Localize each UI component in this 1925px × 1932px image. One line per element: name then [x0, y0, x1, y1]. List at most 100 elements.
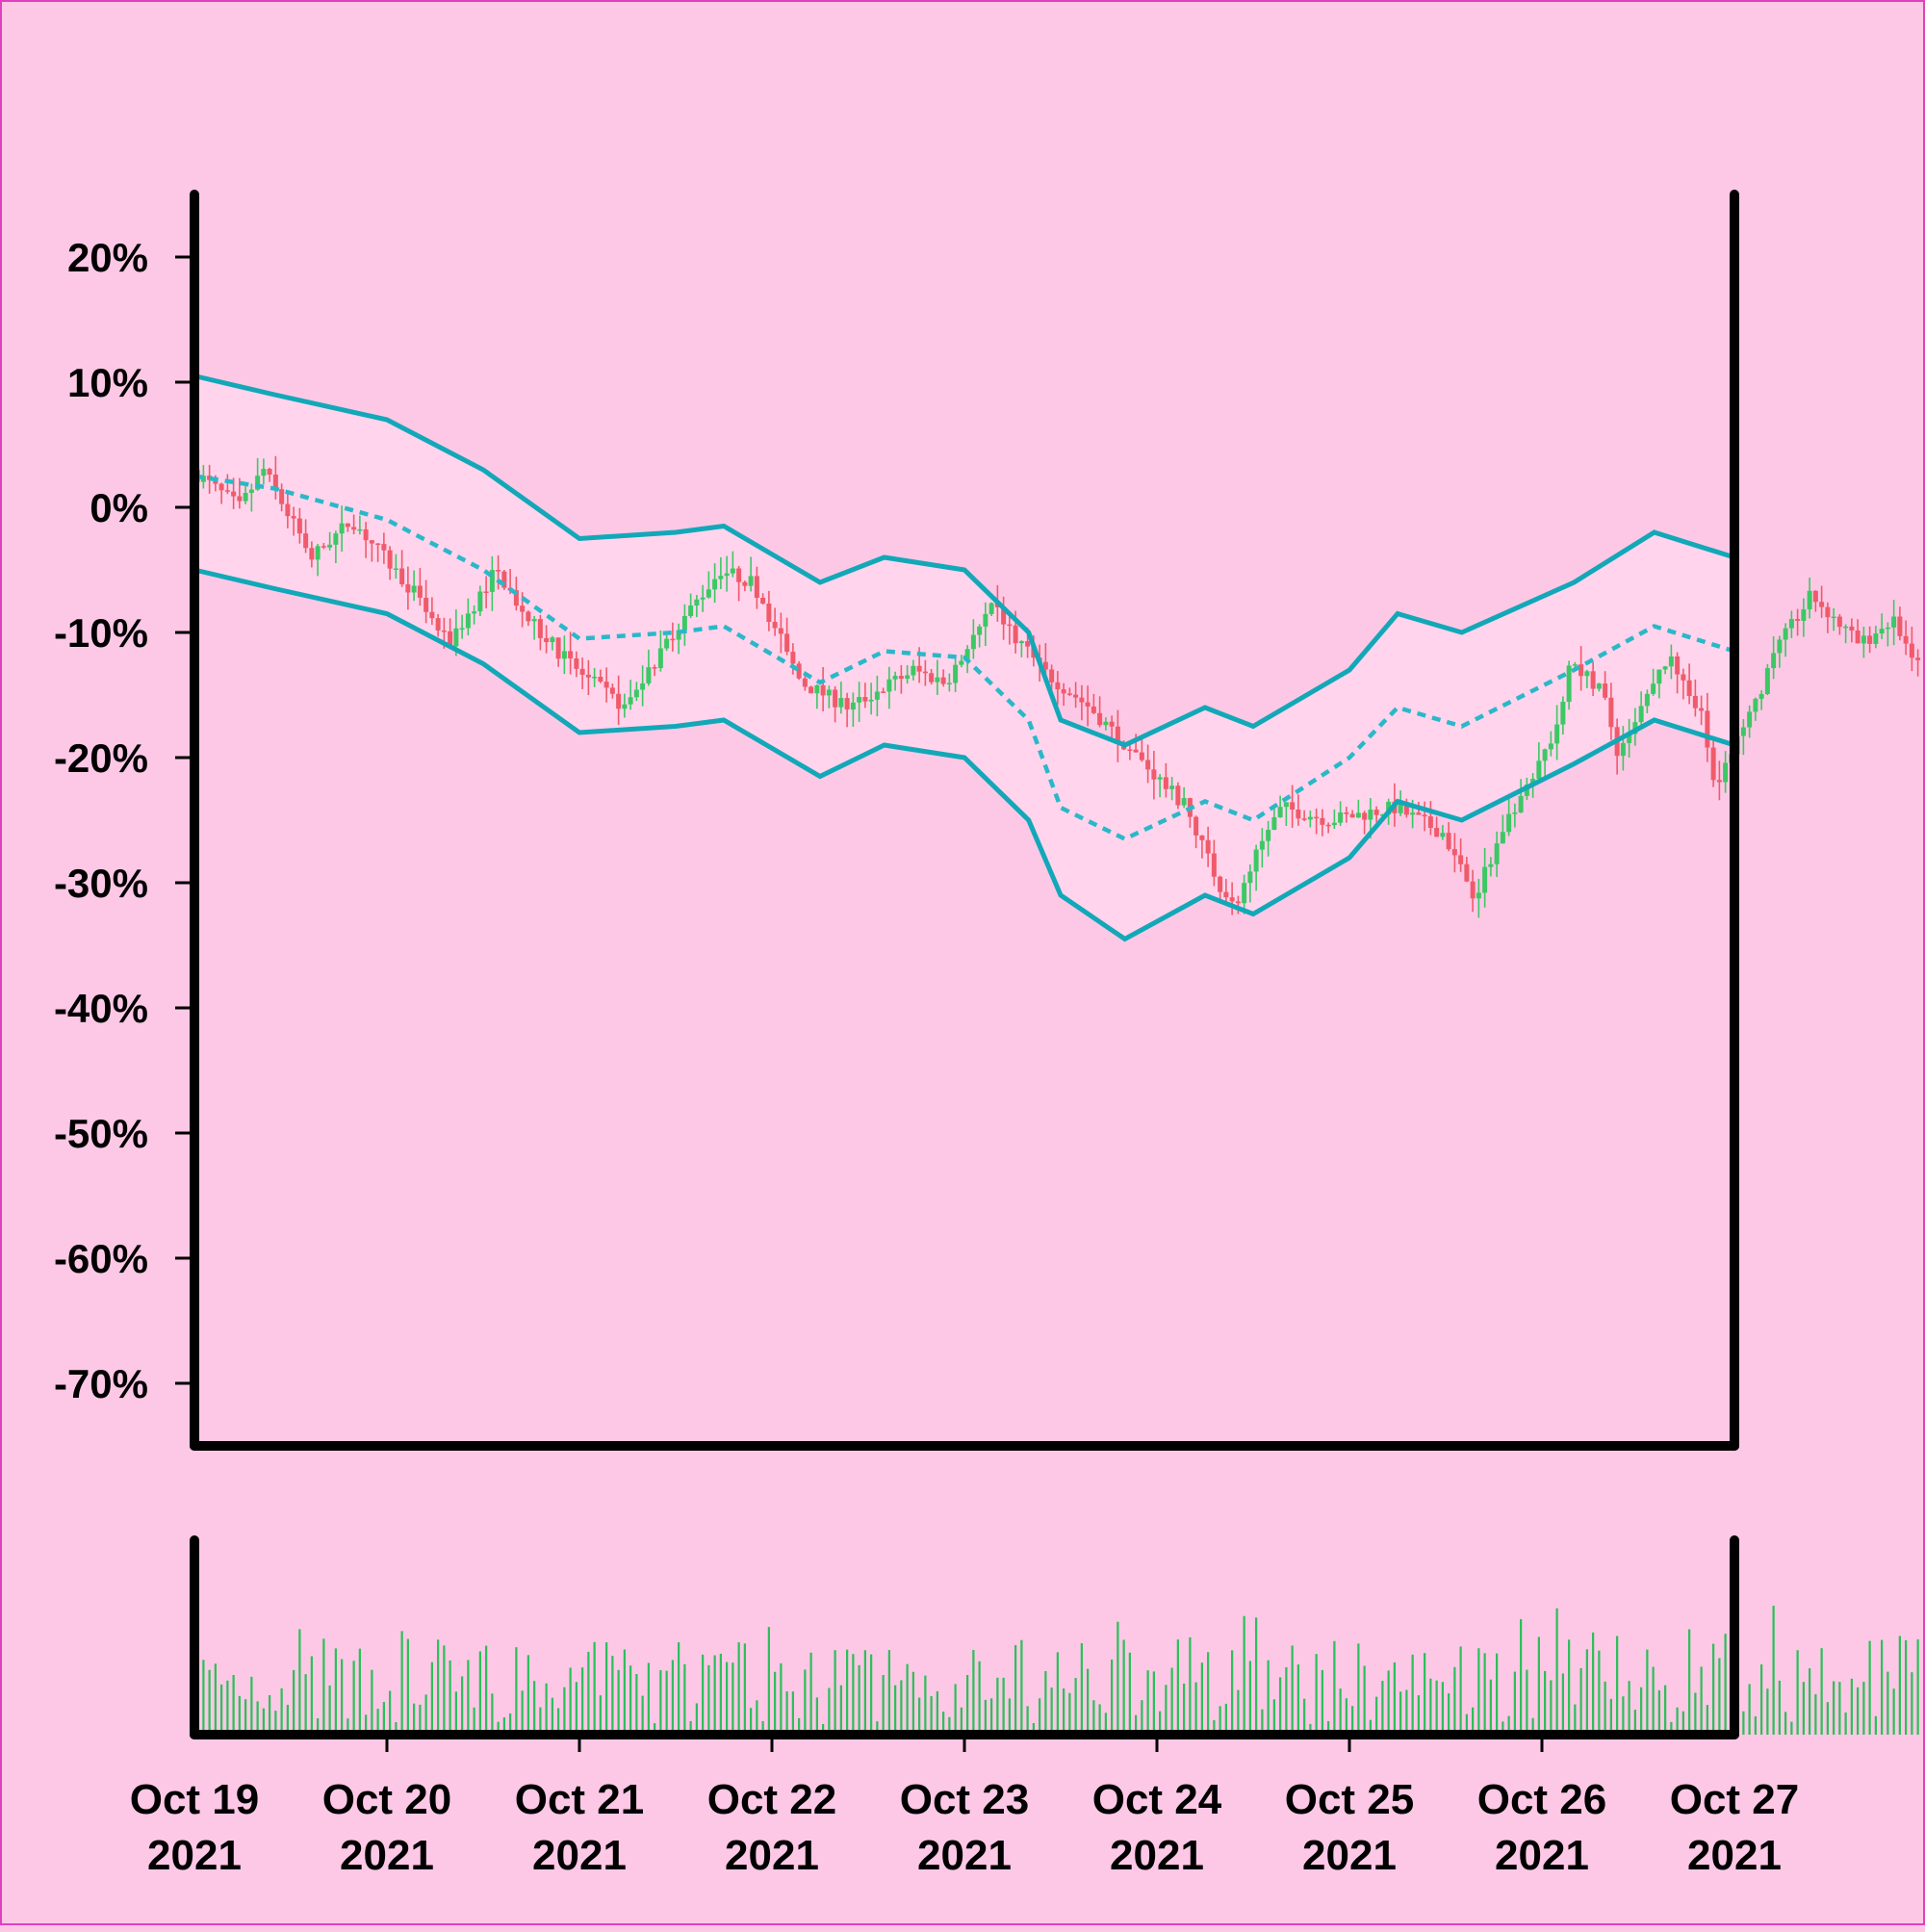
candle: [1127, 743, 1133, 760]
volume-bar: [689, 1720, 692, 1735]
candle: [224, 474, 230, 495]
volume-bar: [1309, 1723, 1312, 1735]
volume-bar: [654, 1723, 656, 1735]
volume-bar: [1357, 1643, 1360, 1735]
candle: [496, 555, 501, 590]
candle: [537, 614, 543, 651]
candle: [200, 465, 206, 489]
volume-bar: [1020, 1639, 1023, 1735]
candle: [285, 493, 291, 528]
volume-bar: [293, 1669, 295, 1735]
volume-bar: [244, 1699, 247, 1735]
volume-bar: [406, 1638, 409, 1735]
candle: [1253, 844, 1259, 891]
volume-bar: [1128, 1652, 1131, 1735]
volume-bar: [214, 1663, 217, 1735]
volume-bar: [317, 1718, 320, 1735]
candle: [730, 551, 735, 578]
volume-bar: [948, 1716, 951, 1735]
volume-bar: [1886, 1671, 1889, 1735]
candle: [1001, 596, 1007, 640]
volume-bar: [1862, 1682, 1865, 1735]
volume-bar: [208, 1669, 211, 1735]
volume-bar: [1122, 1639, 1125, 1735]
candle: [1500, 814, 1505, 844]
volume-bar: [424, 1694, 427, 1735]
volume-bar: [930, 1695, 933, 1735]
candle: [1464, 857, 1470, 883]
candle: [1620, 726, 1626, 771]
candle: [1470, 869, 1476, 913]
candle: [1638, 691, 1644, 727]
candle: [1247, 863, 1253, 903]
volume-bar: [1790, 1721, 1793, 1735]
candle: [1518, 779, 1524, 813]
candle: [676, 623, 681, 655]
candle: [1651, 668, 1656, 696]
volume-bar: [659, 1670, 662, 1735]
x-tick-date: Oct 19: [130, 1776, 260, 1823]
volume-bar: [1285, 1666, 1288, 1735]
volume-bar: [545, 1683, 548, 1735]
volume-bar: [936, 1690, 938, 1735]
volume-bar: [1111, 1659, 1114, 1735]
volume-bar: [509, 1713, 512, 1735]
candle: [1692, 679, 1698, 717]
candle: [1909, 627, 1914, 672]
volume-bar: [1802, 1682, 1805, 1735]
volume-bar: [1664, 1685, 1667, 1735]
volume-bar: [1892, 1688, 1895, 1735]
candle: [1686, 663, 1692, 705]
volume-bar: [1585, 1649, 1588, 1735]
candle: [1723, 751, 1729, 793]
volume-bar: [1676, 1707, 1679, 1735]
candle: [309, 541, 315, 568]
volume-bar: [1544, 1670, 1547, 1735]
candle: [1055, 671, 1061, 706]
volume-bar: [719, 1653, 722, 1735]
candle: [905, 665, 911, 684]
volume-bar: [1063, 1687, 1065, 1735]
volume-bar: [635, 1673, 638, 1735]
candle: [700, 584, 706, 612]
candle: [1596, 683, 1602, 692]
candle: [1873, 626, 1879, 649]
candle: [1199, 835, 1205, 859]
middle-band-line: [193, 474, 1737, 841]
x-tick-year: 2021: [1110, 1832, 1204, 1879]
candle: [207, 464, 213, 494]
candle: [1018, 640, 1024, 657]
volume-bar: [1375, 1696, 1378, 1735]
volume-bar: [365, 1714, 368, 1735]
volume-bar: [371, 1669, 373, 1735]
volume-bar: [1898, 1636, 1901, 1735]
volume-bar: [1183, 1683, 1186, 1735]
candle: [935, 659, 940, 695]
volume-bar: [1592, 1632, 1595, 1735]
volume-bar: [1833, 1681, 1835, 1735]
candle: [742, 580, 748, 592]
candle: [1716, 760, 1722, 801]
volume-bar: [437, 1639, 440, 1735]
volume-bar: [743, 1643, 746, 1735]
volume-bar: [1002, 1677, 1005, 1735]
volume-bar: [1039, 1698, 1041, 1735]
candle: [1266, 820, 1271, 857]
volume-bar: [990, 1698, 993, 1735]
volume-bar: [1231, 1650, 1234, 1735]
candle: [892, 671, 898, 691]
candle: [477, 585, 483, 617]
candle: [351, 514, 357, 535]
volume-bar: [1766, 1688, 1769, 1735]
volume-bar: [665, 1670, 668, 1735]
volume-bar: [1706, 1705, 1708, 1735]
x-tick-year: 2021: [917, 1832, 1012, 1879]
candle: [1831, 607, 1836, 631]
volume-bar: [1087, 1668, 1090, 1735]
candle: [646, 649, 652, 686]
candle: [1777, 635, 1783, 668]
candle: [850, 692, 856, 728]
candle: [272, 455, 278, 500]
volume-bar: [322, 1638, 325, 1735]
